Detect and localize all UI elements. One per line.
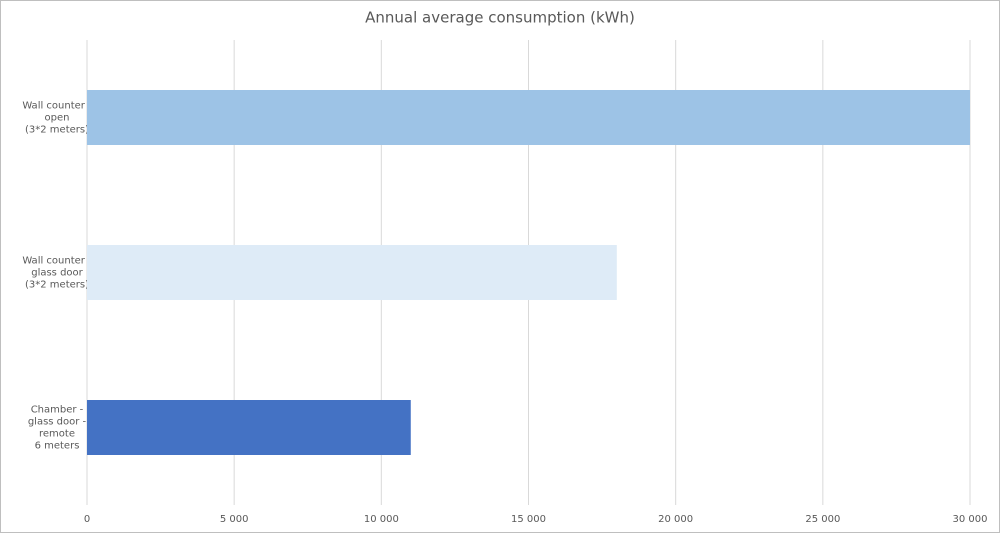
y-tick-label-line: 6 meters xyxy=(35,441,80,452)
y-tick-label-line: glass door - xyxy=(28,417,87,428)
y-tick-label-line: glass door xyxy=(31,268,83,279)
y-tick-label-line: (3*2 meters) xyxy=(25,280,89,291)
y-tick-label: Chamber -glass door -remote 6 meters xyxy=(28,405,87,452)
x-tick-label: 10 000 xyxy=(364,514,399,525)
x-tick-label: 0 xyxy=(84,514,90,525)
y-tick-label-line: open xyxy=(45,113,70,124)
bar xyxy=(87,245,617,300)
y-tick-label-line: Chamber - xyxy=(31,405,84,416)
x-tick-label: 30 000 xyxy=(953,514,988,525)
y-tick-label-line: Wall counter - xyxy=(22,101,92,112)
x-tick-label: 25 000 xyxy=(805,514,840,525)
x-tick-label: 5 000 xyxy=(220,514,249,525)
x-tick-label: 20 000 xyxy=(658,514,693,525)
y-tick-label-line: (3*2 meters) xyxy=(25,125,89,136)
y-tick-label: Wall counter -glass door (3*2 meters) xyxy=(22,256,92,291)
chart-title: Annual average consumption (kWh) xyxy=(365,9,635,27)
x-tick-label: 15 000 xyxy=(511,514,546,525)
y-tick-label: Wall counter -open (3*2 meters) xyxy=(22,101,92,136)
y-tick-label-line: Wall counter - xyxy=(22,256,92,267)
bar xyxy=(87,90,970,145)
bar xyxy=(87,400,411,455)
y-tick-label-line: remote xyxy=(39,429,75,440)
